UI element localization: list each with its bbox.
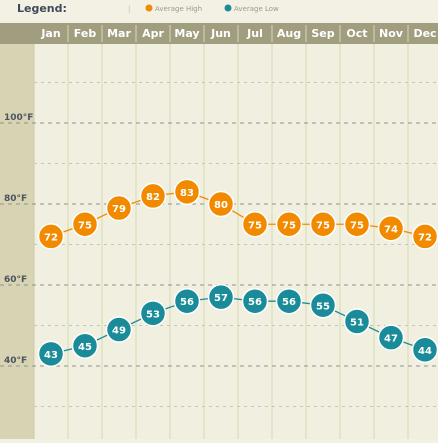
data-point-low xyxy=(105,316,133,343)
data-point-low xyxy=(343,308,371,335)
data-point-high xyxy=(207,190,235,218)
legend-title: Legend: xyxy=(17,2,67,15)
month-label: Oct xyxy=(346,27,367,40)
legend-low-swatch xyxy=(224,4,232,12)
month-label: Dec xyxy=(413,27,436,40)
legend-divider: | xyxy=(128,5,130,13)
data-label-low: 56 xyxy=(282,297,296,308)
data-label-high: 82 xyxy=(146,192,160,203)
month-header-bar xyxy=(0,23,438,44)
data-point-high xyxy=(105,194,133,222)
y-tick-label: 40°F xyxy=(4,356,27,366)
data-label-low: 56 xyxy=(180,297,194,308)
data-label-low: 45 xyxy=(78,342,92,353)
y-axis-panel xyxy=(0,23,34,439)
data-point-low xyxy=(173,287,201,315)
data-point-low xyxy=(71,332,99,359)
data-point-low xyxy=(275,287,303,315)
data-point-low xyxy=(377,324,405,351)
data-label-low: 53 xyxy=(146,309,160,320)
data-label-low: 49 xyxy=(112,326,126,337)
data-label-high: 75 xyxy=(78,220,92,231)
y-tick-label: 80°F xyxy=(4,194,27,204)
data-point-high xyxy=(275,211,303,238)
data-point-high xyxy=(309,211,337,238)
data-point-high xyxy=(343,211,371,238)
data-point-high xyxy=(241,211,269,238)
plot-area xyxy=(34,44,438,439)
data-label-high: 72 xyxy=(418,232,432,243)
data-label-low: 56 xyxy=(248,297,262,308)
legend-high-swatch xyxy=(145,4,153,12)
data-label-low: 55 xyxy=(316,301,330,312)
data-label-high: 80 xyxy=(214,200,228,211)
data-label-high: 74 xyxy=(384,224,398,235)
legend-high-label: Average High xyxy=(155,5,202,13)
data-label-low: 57 xyxy=(214,293,228,304)
data-point-high xyxy=(377,215,405,242)
data-point-high xyxy=(71,211,99,238)
data-point-high xyxy=(173,178,201,206)
month-label: Mar xyxy=(107,27,131,40)
month-label: Sep xyxy=(311,27,334,40)
data-label-low: 43 xyxy=(44,350,58,361)
data-label-high: 79 xyxy=(112,204,126,215)
data-label-low: 51 xyxy=(350,317,364,328)
data-point-high xyxy=(37,223,65,250)
legend: Legend: | Average High Average Low xyxy=(17,2,279,15)
data-label-high: 72 xyxy=(44,232,58,243)
data-point-low xyxy=(207,283,235,311)
y-tick-label: 100°F xyxy=(4,113,33,123)
data-label-high: 75 xyxy=(282,220,296,231)
data-point-low xyxy=(309,292,337,319)
data-label-low: 47 xyxy=(384,334,398,345)
month-label: Nov xyxy=(379,27,404,40)
data-point-low xyxy=(139,300,167,327)
month-label: Jul xyxy=(246,27,263,40)
month-label: Feb xyxy=(74,27,97,40)
data-label-high: 83 xyxy=(180,188,194,199)
data-point-low xyxy=(37,340,65,368)
data-point-high xyxy=(139,182,167,210)
month-label: Jan xyxy=(40,27,60,40)
month-label: Aug xyxy=(277,27,301,40)
data-label-high: 75 xyxy=(316,220,330,231)
data-point-low xyxy=(241,287,269,315)
legend-low-label: Average Low xyxy=(234,5,279,13)
month-label: Apr xyxy=(142,27,164,40)
y-tick-label: 60°F xyxy=(4,275,27,285)
data-label-low: 44 xyxy=(418,346,432,357)
month-label: May xyxy=(174,27,199,40)
month-label: Jun xyxy=(210,27,231,40)
data-label-high: 75 xyxy=(350,220,364,231)
data-label-high: 75 xyxy=(248,220,262,231)
